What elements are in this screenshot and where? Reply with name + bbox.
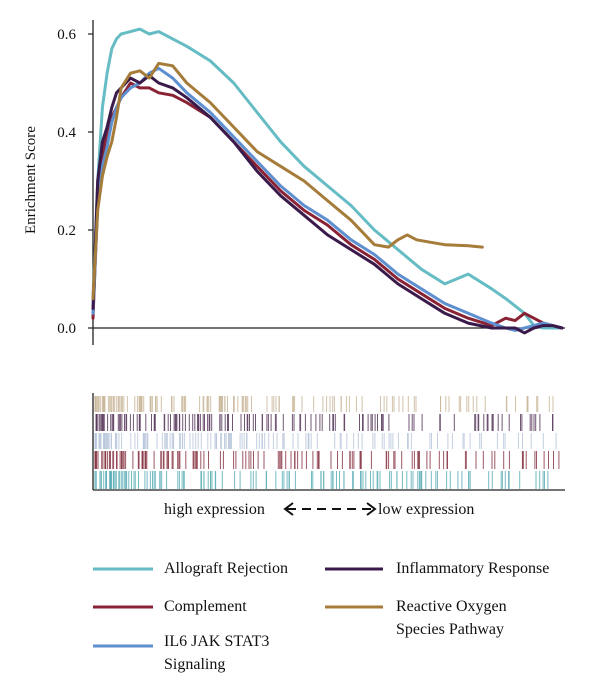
legend-label: Reactive Oxygen: [396, 598, 507, 615]
series-line-allograft-rejection: [91, 27, 564, 330]
y-tick-label: 0.0: [57, 321, 76, 337]
low-expression-label: low expression: [378, 501, 474, 518]
series-line-inflammatory-response: [91, 74, 564, 335]
expression-axis: high expression low expression: [164, 501, 474, 518]
hit-barcode: [92, 393, 565, 491]
series-line-complement: [91, 81, 564, 330]
legend-item-complement: Complement: [93, 598, 247, 615]
y-tick-label: 0.6: [57, 27, 76, 43]
legend-label: Signaling: [164, 656, 225, 673]
legend-label: IL6 JAK STAT3: [164, 633, 269, 650]
legend-item-inflammatory-response: Inflammatory Response: [325, 560, 549, 577]
legend-item-allograft-rejection: Allograft Rejection: [93, 560, 288, 577]
legend-label: Complement: [164, 598, 247, 615]
legend-item-il6-jak-stat3-signaling: IL6 JAK STAT3 Signaling: [93, 633, 269, 673]
y-ticks: 0.0 0.2 0.4 0.6: [57, 27, 93, 337]
legend-label: Inflammatory Response: [396, 560, 549, 577]
legend-item-reactive-oxygen-species-pathway: Reactive Oxygen Species Pathway: [325, 598, 507, 638]
series-line-reactive-oxygen-species-pathway: [91, 61, 484, 301]
legend-label: Allograft Rejection: [164, 560, 288, 577]
dashed-double-arrow: [283, 502, 377, 516]
y-tick-label: 0.2: [57, 223, 76, 239]
legend: Allograft Rejection Complement IL6 JAK STA…: [93, 560, 549, 673]
high-expression-label: high expression: [164, 501, 265, 518]
series-lines: [91, 27, 564, 335]
y-axis-label: Enrichment Score: [23, 126, 39, 234]
y-tick-label: 0.4: [57, 125, 76, 141]
plot-area: 0.0 0.2 0.4 0.6 Enrichment Score: [23, 20, 565, 345]
legend-label: Species Pathway: [396, 621, 504, 638]
